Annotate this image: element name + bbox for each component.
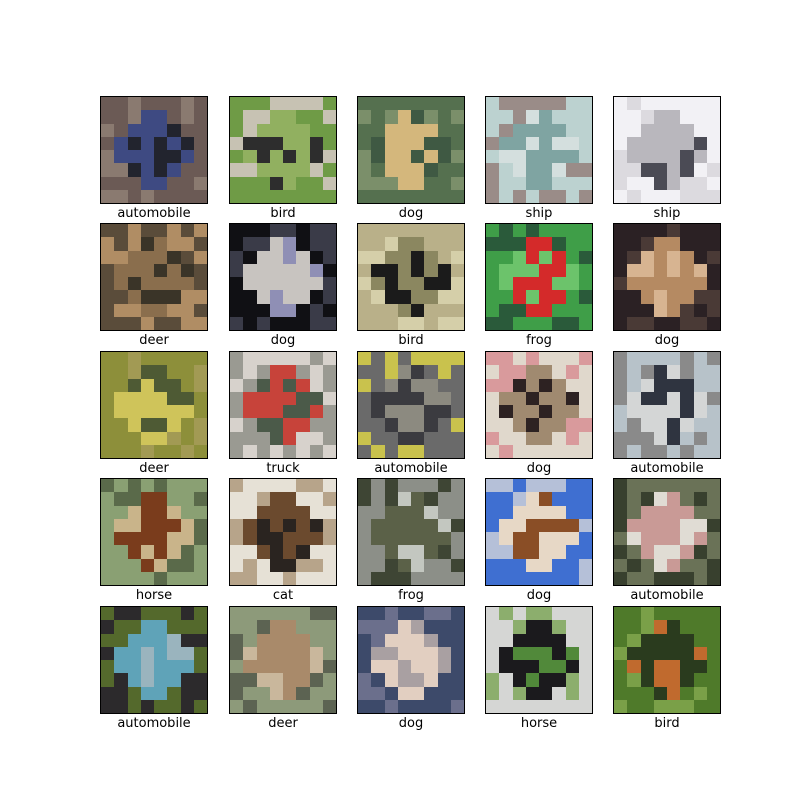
grid-cell: frog [485,223,593,353]
thumbnail-image [613,223,721,331]
image-caption: frog [398,588,424,603]
image-caption: deer [139,333,169,348]
image-caption: dog [270,333,296,348]
image-caption: dog [526,588,552,603]
thumbnail-image [485,606,593,714]
thumbnail-image [100,96,208,204]
thumbnail-image [485,223,593,331]
thumbnail-image [357,223,465,331]
image-caption: dog [398,716,424,731]
thumbnail-image [613,478,721,586]
image-caption: dog [654,333,680,348]
image-caption: bird [270,206,296,221]
thumbnail-image [613,96,721,204]
grid-cell: deer [100,223,208,353]
thumbnail-image [485,96,593,204]
thumbnail-image [100,478,208,586]
grid-cell: dog [357,606,465,736]
image-caption: automobile [117,716,191,731]
grid-cell: automobile [613,351,721,481]
thumbnail-image [357,96,465,204]
grid-cell: bird [357,223,465,353]
thumbnail-image [357,478,465,586]
image-caption: dog [526,461,552,476]
grid-cell: automobile [100,96,208,226]
image-caption: dog [398,206,424,221]
thumbnail-image [613,606,721,714]
image-caption: bird [398,333,424,348]
grid-cell: frog [357,478,465,608]
grid-cell: bird [229,96,337,226]
thumbnail-image [229,606,337,714]
grid-cell: truck [229,351,337,481]
grid-cell: ship [613,96,721,226]
image-caption: horse [520,716,558,731]
grid-cell: deer [229,606,337,736]
grid-cell: horse [100,478,208,608]
grid-cell: ship [485,96,593,226]
image-caption: ship [653,206,681,221]
image-caption: automobile [630,461,704,476]
thumbnail-image [485,478,593,586]
thumbnail-image [229,351,337,459]
image-caption: automobile [630,588,704,603]
thumbnail-image [100,606,208,714]
image-caption: horse [135,588,173,603]
image-caption: cat [272,588,294,603]
image-caption: deer [139,461,169,476]
grid-cell: dog [485,351,593,481]
thumbnail-image [357,606,465,714]
image-caption: automobile [117,206,191,221]
thumbnail-image [613,351,721,459]
image-caption: automobile [374,461,448,476]
grid-cell: automobile [100,606,208,736]
grid-cell: automobile [357,351,465,481]
image-caption: deer [268,716,298,731]
thumbnail-image [229,96,337,204]
grid-cell: dog [229,223,337,353]
grid-cell: automobile [613,478,721,608]
image-caption: ship [525,206,553,221]
thumbnail-image [485,351,593,459]
grid-cell: bird [613,606,721,736]
grid-cell: cat [229,478,337,608]
grid-cell: dog [357,96,465,226]
thumbnail-image [229,223,337,331]
thumbnail-image [229,478,337,586]
image-caption: truck [266,461,300,476]
thumbnail-image [100,351,208,459]
thumbnail-image [357,351,465,459]
grid-cell: dog [613,223,721,353]
grid-cell: deer [100,351,208,481]
grid-cell: horse [485,606,593,736]
image-caption: frog [526,333,552,348]
thumbnail-image [100,223,208,331]
grid-cell: dog [485,478,593,608]
image-caption: bird [654,716,680,731]
